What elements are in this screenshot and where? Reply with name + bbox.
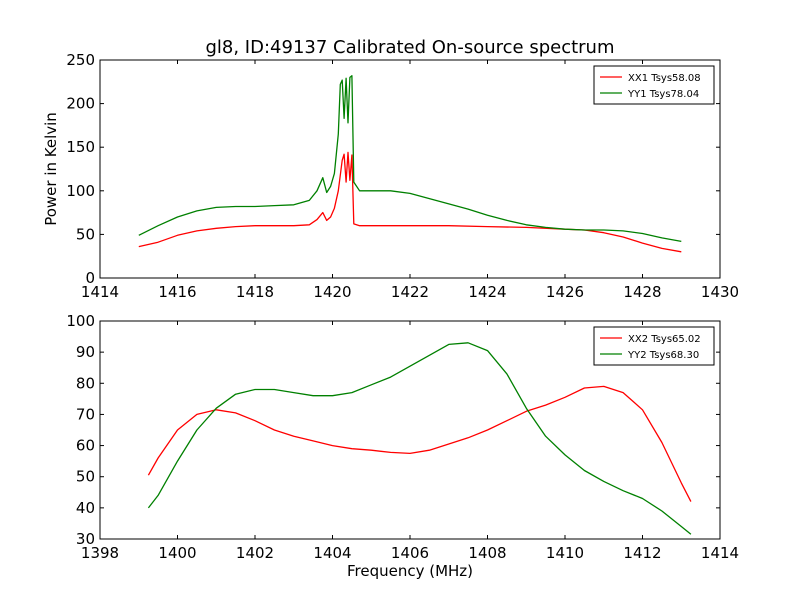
x-tick-label: 1404 [313,544,351,562]
x-tick-label: 1422 [391,283,429,301]
y-tick-label: 50 [76,225,95,243]
series-line-2 [147,342,692,535]
y-axis-label-top: Power in Kelvin [42,112,60,226]
bottom-plot: 1398 1400 1402 1404 1406 1408 1410 1412 1414 30 40… [66,312,739,562]
legend-label: YY1 Tsys78.04 [627,89,699,100]
x-tick-label: 1398 [81,544,119,562]
y-tick-label: 70 [76,405,95,423]
legend-box [593,65,715,105]
legend-label: XX1 Tsys58.08 [628,73,701,84]
x-tick-label: 1402 [236,544,274,562]
x-tick-label: 1412 [623,544,661,562]
y-tick-label: 150 [66,138,95,156]
x-tick-label: 1428 [623,283,661,301]
y-tick-label: 80 [76,374,95,392]
y-tick-label: 250 [66,51,95,69]
x-tick-label: 1416 [158,283,196,301]
series-line-2 [138,75,682,243]
y-tick-label: 100 [66,182,95,200]
legend-label: YY2 Tsys68.30 [627,350,699,361]
y-tick-label: 100 [66,312,95,330]
y-tick-label: 30 [76,530,95,548]
y-tick-label: 90 [76,343,95,361]
x-tick-label: 1418 [236,283,274,301]
x-tick-label: 1424 [468,283,506,301]
x-tick-label: 1414 [81,283,119,301]
legend-label: XX2 Tsys65.02 [628,334,701,345]
y-tick-label: 0 [85,269,95,287]
chart-title: gl8, ID:49137 Calibrated On-source spect… [205,37,614,58]
x-axis-label-bottom: Frequency (MHz) [347,562,473,580]
legend-box [593,326,715,366]
x-tick-label: 1426 [546,283,584,301]
y-tick-label: 60 [76,437,95,455]
y-tick-label: 200 [66,95,95,113]
x-tick-label: 1406 [391,544,429,562]
x-tick-label: 1430 [701,283,739,301]
series-line-1 [147,385,692,502]
x-tick-label: 1400 [158,544,196,562]
x-tick-label: 1408 [468,544,506,562]
x-tick-label: 1414 [701,544,739,562]
top-plot: 1414 1416 1418 1420 1422 1424 1426 1428 1430 0 50 1… [66,51,739,301]
x-tick-label: 1410 [546,544,584,562]
y-tick-label: 50 [76,468,95,486]
y-tick-label: 40 [76,499,95,517]
x-tick-label: 1420 [313,283,351,301]
